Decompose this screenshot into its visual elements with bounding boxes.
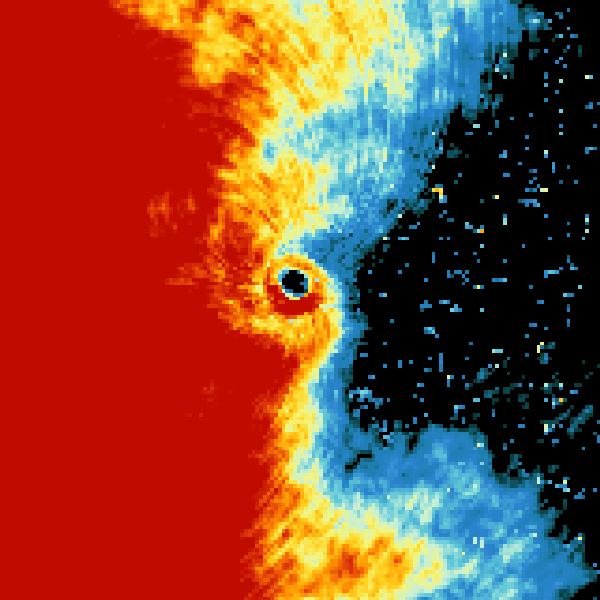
radar-reflectivity-heatmap [0,0,600,600]
radar-image-viewport: Radar Reflectivity dBZ Tropical cyclone … [0,0,600,600]
